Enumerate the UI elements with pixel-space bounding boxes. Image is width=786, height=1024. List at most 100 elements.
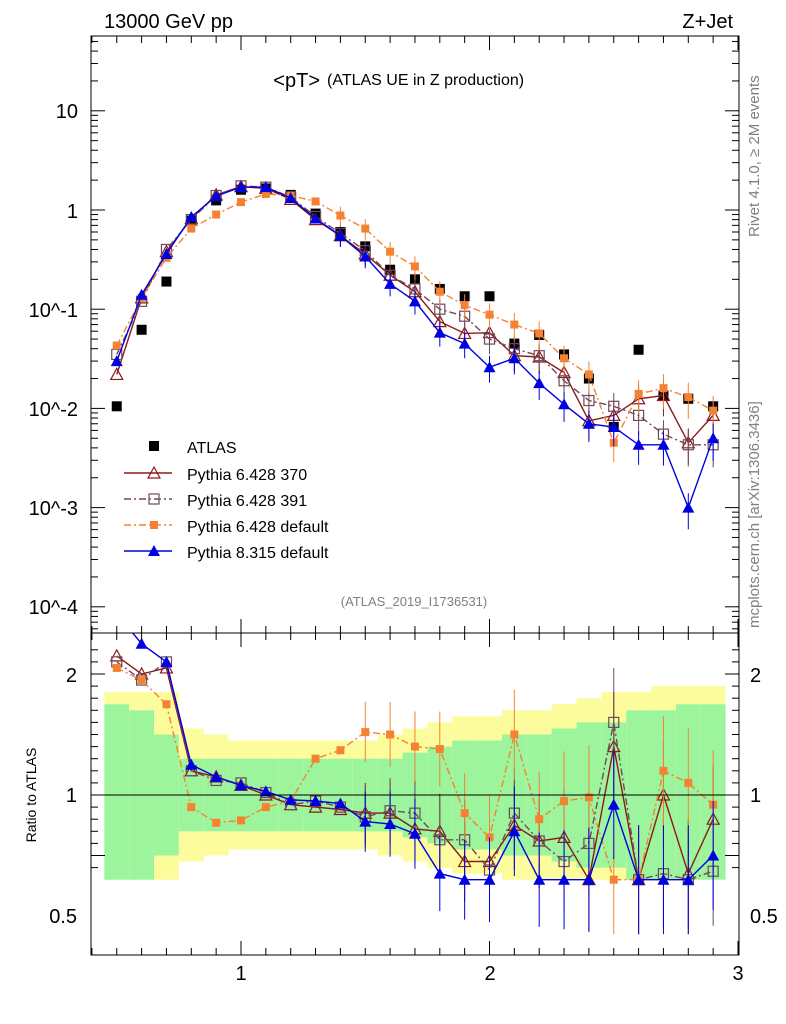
x-tick-label-1: 1: [235, 963, 246, 985]
data-point-pythia-6428-default: [187, 224, 196, 233]
legend-entry-pythia-8315-default: Pythia 8.315 default: [124, 545, 329, 562]
data-point-pythia-8315-default: [135, 288, 148, 300]
plot-title: <pT>: [273, 70, 320, 92]
legend-symbol-pythia-8315-default: [124, 545, 172, 556]
data-point-pythia-6428-391: [483, 333, 496, 345]
axes-ticks: [91, 36, 739, 955]
ratio-point-pythia-8315-default: [707, 849, 720, 861]
data-point-pythia-6428-default: [510, 320, 519, 329]
data-point-pythia-6428-default: [112, 341, 121, 350]
legend: ATLAS Pythia 6.428 370 Pythia 6.428 391 …: [124, 440, 329, 562]
data-point-pythia-8315-default: [359, 250, 372, 262]
data-point-pythia-8315-default: [110, 355, 123, 367]
ratio-point-pythia-8315-default: [334, 797, 347, 809]
data-point-pythia-6428-default: [659, 384, 668, 393]
ratio-point-pythia-8315-default: [433, 867, 446, 879]
legend-marker-atlas: [149, 441, 159, 451]
data-point-pythia-6428-391: [682, 439, 694, 451]
ratio-point-pythia-6428-default: [460, 809, 469, 818]
data-point-pythia-6428-default: [435, 287, 444, 296]
ratio-point-pythia-6428-391: [136, 674, 148, 686]
ratio-point-pythia-6428-default: [584, 793, 593, 802]
data-point-pythia-8315-default: [284, 192, 297, 204]
series-pythia-6428-391: [111, 180, 719, 468]
data-point-pythia-8315-default: [682, 501, 695, 513]
plot-subtitle: (ATLAS UE in Z production): [327, 72, 524, 89]
data-point-atlas: [633, 344, 644, 355]
series-pythia-6428-default: [112, 189, 718, 463]
data-point-pythia-8315-default: [533, 377, 546, 389]
analysis-label: (ATLAS_2019_I1736531): [341, 594, 487, 609]
data-point-pythia-6428-default: [410, 262, 419, 271]
ratio-point-pythia-8315-default: [508, 825, 521, 837]
ratio-tick-label-2-right: 2: [750, 665, 761, 687]
legend-marker-pythia-8315-default: [148, 545, 160, 556]
data-point-pythia-6428-default: [460, 301, 469, 310]
ratio-band-green: [104, 704, 130, 880]
ratio-tick-label-05-right: 0.5: [750, 906, 778, 928]
series-pythia-8315-default: [110, 181, 720, 530]
data-point-pythia-8315-default: [185, 211, 198, 223]
data-point-pythia-8315-default: [334, 229, 347, 241]
data-point-pythia-6428-default: [212, 210, 221, 219]
ratio-point-pythia-6428-default: [386, 730, 395, 739]
ratio-point-pythia-8315-default: [533, 873, 546, 885]
ratio-point-pythia-8315-default: [558, 873, 571, 885]
legend-marker-pythia-6428-391: [148, 493, 160, 505]
data-point-pythia-8315-default: [707, 432, 720, 444]
header-right: Z+Jet: [682, 11, 733, 33]
y-tick-label-10: 10: [56, 101, 78, 123]
ratio-point-pythia-6428-default: [336, 746, 345, 755]
y-tick-label-1e-2: 10^-2: [29, 399, 78, 421]
data-point-pythia-6428-default: [535, 329, 544, 338]
series-line-pythia-8315-default: [116, 186, 714, 510]
ratio-point-pythia-6428-default: [187, 803, 196, 812]
series-line-pythia-6428-370: [116, 185, 714, 445]
series-line-pythia-6428-391: [116, 185, 714, 446]
ratio-point-pythia-6428-default: [435, 745, 444, 754]
ratio-point-pythia-6428-default: [261, 803, 270, 812]
ratio-point-pythia-6428-default: [535, 815, 544, 824]
ratio-tick-label-2-left: 2: [66, 665, 77, 687]
ratio-point-pythia-6428-default: [162, 700, 171, 709]
ratio-point-pythia-8315-default: [682, 873, 695, 885]
data-point-pythia-6428-default: [684, 393, 693, 402]
data-point-pythia-8315-default: [607, 420, 620, 432]
legend-entry-pythia-6428-default: Pythia 6.428 default: [124, 519, 329, 536]
ratio-point-pythia-8315-default: [632, 873, 645, 885]
data-point-pythia-8315-default: [558, 398, 571, 410]
data-point-pythia-8315-default: [582, 417, 595, 429]
data-point-atlas: [484, 291, 495, 302]
ratio-point-pythia-8315-default: [259, 785, 272, 797]
legend-label-pythia-6428-370: Pythia 6.428 370: [187, 467, 307, 484]
ratio-series-pythia-8315-default: [131, 633, 720, 935]
ratio-tick-label-05-left: 0.5: [49, 906, 77, 928]
ratio-point-pythia-8315-default: [384, 818, 397, 830]
ratio-point-pythia-6428-default: [510, 730, 519, 739]
ratio-point-pythia-6428-default: [137, 676, 146, 685]
series-line-pythia-6428-default: [116, 193, 714, 445]
ratio-point-pythia-8315-default: [185, 758, 198, 770]
legend-marker-pythia-6428-default: [150, 521, 158, 529]
legend-symbol-pythia-6428-default: [124, 521, 172, 529]
data-point-pythia-6428-default: [709, 406, 718, 415]
data-point-pythia-6428-default: [361, 224, 370, 233]
legend-label-pythia-8315-default: Pythia 8.315 default: [187, 545, 329, 562]
ratio-tick-label-1-left: 1: [66, 785, 77, 807]
legend-entry-pythia-6428-370: Pythia 6.428 370: [124, 465, 307, 484]
legend-label-pythia-6428-default: Pythia 6.428 default: [187, 519, 329, 536]
mcplots-label: mcplots.cern.ch [arXiv:1306.3436]: [746, 401, 763, 628]
data-point-pythia-8315-default: [408, 295, 421, 307]
data-point-pythia-6428-default: [386, 247, 395, 256]
y-tick-label-1e-1: 10^-1: [29, 300, 78, 322]
ratio-point-pythia-6428-391: [608, 716, 620, 729]
data-point-pythia-6428-default: [261, 189, 270, 198]
legend-marker-pythia-6428-370: [146, 465, 162, 479]
legend-symbol-pythia-6428-370: [124, 465, 172, 479]
ratio-point-pythia-8315-default: [309, 795, 322, 807]
ratio-point-pythia-6428-default: [684, 778, 693, 787]
data-point-pythia-6428-370: [109, 367, 124, 381]
ratio-point-pythia-6428-default: [212, 818, 221, 827]
legend-label-atlas: ATLAS: [187, 440, 237, 457]
